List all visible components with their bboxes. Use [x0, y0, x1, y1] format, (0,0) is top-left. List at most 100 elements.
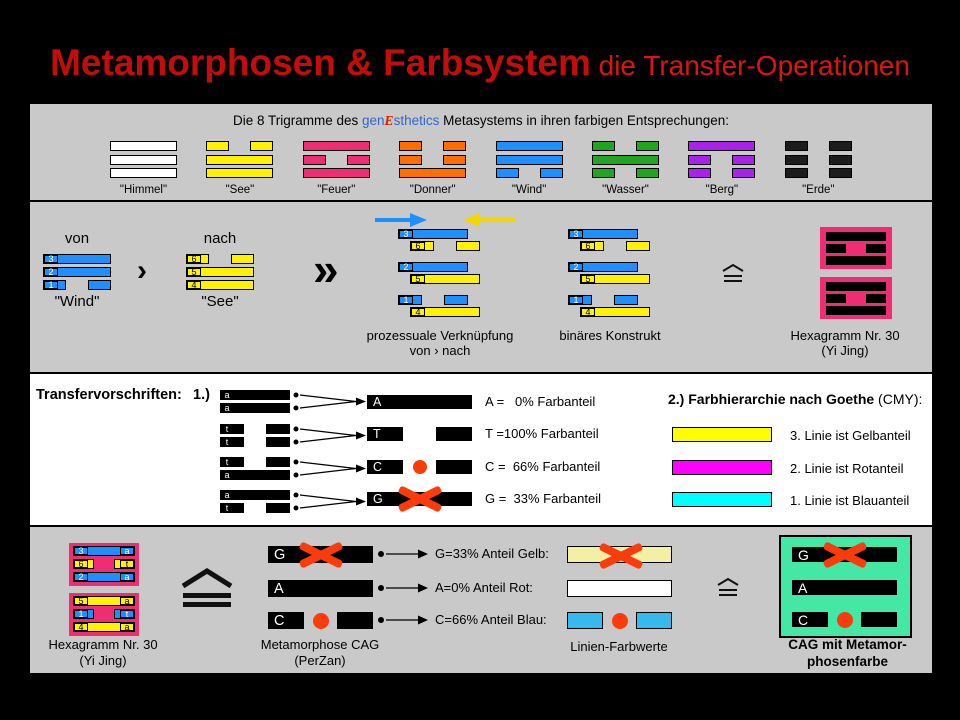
line-segment: t [220, 503, 244, 513]
cag-line-C: C [268, 612, 373, 629]
title-sub: die Transfer-Operationen [590, 50, 910, 81]
trigram-label: "Wasser" [602, 184, 649, 196]
legend-swatch [672, 427, 772, 442]
line-number: t [220, 503, 234, 513]
trigram-line [302, 154, 370, 165]
line-segment [828, 168, 852, 178]
line-number: 4 [581, 307, 595, 317]
trigram-line [688, 154, 756, 165]
line-number: 2 [569, 262, 583, 272]
line-segment [636, 141, 659, 151]
trigram-line [110, 141, 177, 151]
line-segment: 1 [398, 295, 422, 305]
line-segment [250, 141, 274, 151]
result-label-A: A = 0% Farbanteil [485, 394, 596, 409]
wind-trigram-label: "Wind" [54, 293, 100, 310]
line-segment [346, 154, 370, 165]
line-number: t [220, 457, 234, 467]
trigram-line [592, 168, 659, 178]
line-segment [456, 241, 480, 251]
stack-line: 6 [580, 241, 650, 251]
trigram-line [495, 141, 563, 151]
line-number: 2 [74, 572, 88, 582]
line-segment: 1 [568, 295, 592, 305]
line-number: a [220, 470, 234, 480]
hexagram30-label-2: (Yi Jing) [821, 343, 869, 358]
cag-result-line-A: A [792, 579, 897, 596]
blue-arrow-head [410, 213, 427, 227]
line-segment: 6 [186, 254, 209, 264]
step-1-label: 1.) [193, 387, 210, 403]
line-segment [688, 154, 712, 165]
chevron-right-icon: › [137, 254, 147, 287]
line-segment: t [220, 437, 244, 447]
dot-marker [836, 611, 853, 628]
hexagram-line [826, 306, 886, 315]
line-segment [495, 168, 519, 178]
line-number: 5 [581, 274, 595, 284]
legend-swatch [672, 460, 772, 475]
line-segment [861, 612, 897, 627]
trigram-line [784, 168, 852, 178]
trigram-label: "Erde" [802, 184, 835, 196]
line-letter: A [373, 395, 382, 409]
hexagram-line [826, 244, 886, 253]
line-segment: t [114, 559, 135, 569]
line-number: 5 [187, 267, 201, 277]
line-letter: C [274, 612, 285, 629]
line-letter: A [274, 580, 284, 597]
trigram-line [495, 168, 563, 178]
numbered-trigram-line: 1 [43, 280, 111, 290]
trigram-line [592, 141, 659, 151]
line-segment [688, 168, 712, 178]
stack-line: 6 [410, 241, 480, 251]
line-letter: a [120, 596, 134, 606]
line-segment [826, 294, 846, 303]
line-segment [302, 154, 326, 165]
hexagram-line [826, 282, 886, 291]
caption-pre: Die 8 Trigramme des [232, 113, 363, 128]
cross-marker [397, 485, 442, 513]
line-segment [732, 168, 756, 178]
line-number: 3 [74, 546, 88, 556]
hexagram30-block [820, 227, 892, 269]
line-letter: A [798, 579, 808, 596]
line-number: 1 [569, 295, 583, 305]
line-segment [636, 168, 659, 178]
trigram-line [399, 141, 467, 151]
trigram-line [784, 141, 852, 151]
line-letter: t [120, 559, 134, 569]
binary-caption: binäres Konstrukt [559, 328, 661, 343]
trigram-label: "Himmel" [119, 184, 168, 196]
line-segment [399, 154, 423, 165]
stack-line: 5 [410, 274, 480, 284]
line-number: 6 [74, 559, 88, 569]
line-segment [399, 141, 423, 151]
line-segment [367, 427, 403, 441]
cag-result-line-C: C [792, 611, 897, 628]
numbered-trigram-line: 3 [43, 254, 111, 264]
double-chevron-icon: » [313, 243, 339, 295]
brand-rest: sthetics [393, 113, 440, 128]
direction-arrows [375, 213, 516, 227]
line-letter: G [373, 492, 383, 506]
line-segment [732, 154, 756, 165]
line-number: 4 [411, 307, 425, 317]
panel-rules: Transfervorschriften: 1.) A = 0% Farbant… [30, 374, 932, 525]
goethe-heading: 2.) Farbhierarchie nach Goethe (CMY): [668, 392, 922, 407]
line-segment [266, 457, 290, 467]
hexagram-line [826, 256, 886, 265]
line-segment: 1 [43, 280, 66, 290]
line-segment [828, 154, 852, 165]
line-number: 4 [187, 280, 201, 290]
pair-arrows [293, 392, 366, 511]
rule-line: a [220, 470, 290, 480]
brand-e: E [384, 113, 394, 128]
result-label-C: C = 66% Farbanteil [485, 459, 601, 474]
metamorphose-cag-label-1: Metamorphose CAG [260, 637, 380, 652]
line-number: 1 [44, 280, 58, 290]
